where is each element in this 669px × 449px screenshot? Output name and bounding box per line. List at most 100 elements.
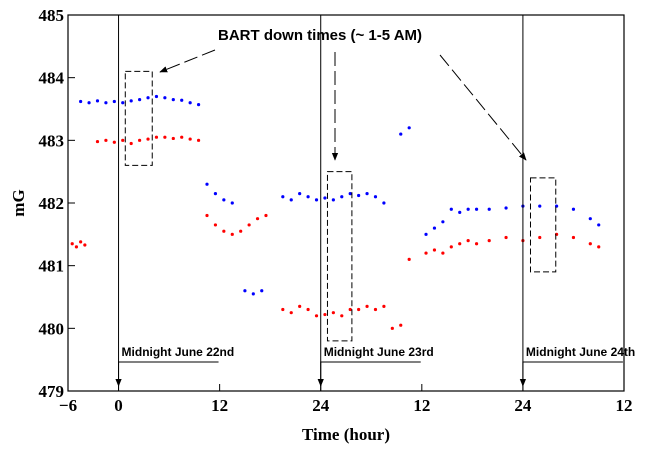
point	[112, 99, 116, 104]
point	[188, 101, 192, 105]
midnight-bracket	[115, 361, 219, 387]
point	[281, 195, 285, 199]
point	[70, 242, 74, 246]
point	[138, 98, 142, 102]
point	[399, 323, 403, 327]
point	[487, 239, 491, 243]
x-tick-label: 24	[312, 396, 330, 415]
point	[373, 195, 378, 199]
point	[138, 138, 142, 142]
point	[487, 207, 491, 211]
point	[205, 213, 209, 218]
point	[306, 195, 310, 199]
point	[230, 232, 234, 236]
point	[298, 304, 302, 308]
point	[441, 251, 445, 255]
point	[196, 103, 201, 107]
points	[70, 94, 601, 330]
point	[348, 192, 352, 196]
x-tick-label: 0	[114, 396, 123, 415]
region-box	[124, 70, 153, 166]
point	[281, 307, 285, 312]
point	[504, 206, 508, 210]
midnight-label: Midnight June 23rd	[324, 345, 434, 359]
point	[213, 192, 218, 196]
annotation-arrows	[159, 49, 527, 161]
point	[382, 201, 386, 205]
midnight-label: Midnight June 22nd	[122, 345, 235, 359]
point	[407, 257, 411, 261]
point	[205, 182, 209, 186]
point	[348, 307, 352, 312]
point	[171, 98, 175, 102]
midnight-bracket	[519, 361, 623, 387]
region-box	[529, 177, 557, 273]
point	[424, 232, 428, 236]
point	[154, 94, 159, 99]
point	[382, 304, 386, 308]
point	[230, 201, 234, 205]
y-axis-label: mG	[9, 189, 28, 216]
point	[79, 240, 83, 244]
point	[340, 314, 344, 318]
x-tick-label: −6	[59, 396, 77, 415]
point	[154, 135, 159, 139]
point	[597, 223, 601, 227]
point	[121, 138, 125, 142]
point	[87, 101, 91, 105]
point	[255, 217, 260, 221]
point	[365, 192, 369, 196]
point	[449, 245, 453, 249]
annotation: BART down times (~ 1-5 AM)	[218, 27, 422, 44]
point	[260, 289, 264, 293]
point	[222, 229, 226, 233]
point	[432, 226, 437, 230]
point	[340, 195, 344, 199]
point	[196, 138, 201, 142]
point	[373, 307, 378, 312]
point	[466, 207, 470, 211]
point	[180, 135, 184, 139]
point	[306, 307, 310, 312]
y-tick-label: 485	[39, 6, 65, 25]
point	[243, 289, 247, 293]
point	[146, 137, 150, 141]
point	[314, 314, 319, 318]
point	[95, 139, 100, 144]
point	[357, 193, 361, 198]
x-tick-label: 12	[211, 396, 228, 415]
point	[239, 229, 243, 233]
y-tick-label: 482	[39, 194, 65, 213]
point	[597, 245, 601, 249]
point	[146, 96, 150, 100]
point	[83, 243, 87, 247]
x-tick-label: 12	[413, 396, 430, 415]
point	[121, 101, 125, 105]
point	[474, 242, 479, 246]
point	[357, 307, 361, 312]
point	[571, 235, 576, 240]
point	[331, 311, 335, 315]
point	[571, 207, 576, 211]
point	[129, 99, 133, 103]
midnight-bracket	[317, 361, 421, 387]
x-tick-label: 24	[514, 396, 532, 415]
y-tick-label: 480	[39, 319, 65, 338]
point	[289, 198, 293, 202]
point	[163, 96, 167, 100]
point	[104, 138, 108, 142]
y-tick-label: 483	[39, 131, 65, 150]
point	[298, 192, 302, 196]
point	[104, 101, 108, 105]
point	[180, 98, 184, 102]
point	[407, 126, 411, 130]
point	[213, 223, 218, 227]
point	[538, 235, 542, 240]
y-tick-label: 481	[39, 257, 65, 276]
point	[289, 311, 293, 315]
point	[188, 137, 192, 141]
point	[331, 198, 335, 202]
point	[588, 242, 592, 246]
point	[449, 207, 453, 211]
